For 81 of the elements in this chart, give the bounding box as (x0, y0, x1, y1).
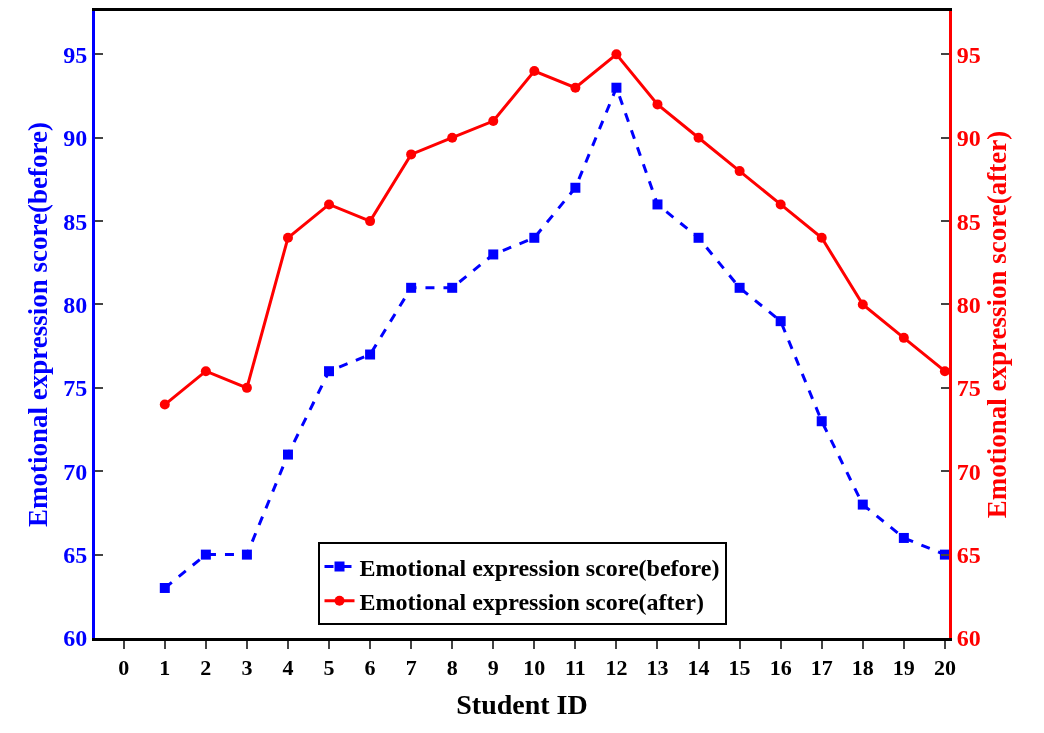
point (693, 232, 704, 243)
point (611, 82, 622, 93)
point (488, 116, 499, 127)
y2-tick-label: 65 (956, 542, 981, 569)
y-tick-label: 95 (63, 41, 88, 68)
y-tick-label: 75 (63, 375, 88, 402)
y-tick-label: 60 (63, 625, 88, 652)
point (447, 132, 458, 143)
x-tick-label: 1 (159, 655, 171, 681)
point (652, 99, 663, 110)
point (898, 332, 909, 343)
point (570, 82, 581, 93)
x-tick-label: 11 (564, 655, 586, 681)
point (200, 549, 211, 560)
point (857, 499, 868, 510)
x-tick-label: 19 (892, 655, 915, 681)
x-tick-label: 10 (523, 655, 546, 681)
x-axis-title: Student ID (456, 688, 588, 720)
y2-axis-title: Emotional expression score(after) (982, 130, 1013, 519)
point (857, 299, 868, 310)
point (447, 282, 458, 293)
x-tick-label: 2 (200, 655, 212, 681)
point (570, 182, 581, 193)
point (282, 449, 293, 460)
x-tick-label: 8 (446, 655, 458, 681)
x-tick-label: 15 (728, 655, 751, 681)
x-tick-label: 5 (323, 655, 335, 681)
point (693, 132, 704, 143)
point (282, 232, 293, 243)
y2-tick-label: 75 (956, 375, 981, 402)
point (529, 66, 540, 77)
x-tick-label: 9 (487, 655, 499, 681)
point (406, 282, 417, 293)
point (324, 366, 335, 377)
point (652, 199, 663, 210)
y2-tick-label: 60 (956, 625, 981, 652)
point (159, 582, 170, 593)
point (816, 232, 827, 243)
x-tick-label: 20 (933, 655, 956, 681)
point (775, 199, 786, 210)
point (200, 366, 211, 377)
y-tick-label: 80 (63, 291, 88, 318)
x-tick-label: 16 (769, 655, 792, 681)
point (159, 399, 170, 410)
y-axis-title: Emotional expression score(before) (23, 122, 54, 527)
y2-tick-label: 95 (956, 41, 981, 68)
x-tick-label: 6 (364, 655, 376, 681)
x-tick-label: 13 (646, 655, 669, 681)
point (734, 282, 745, 293)
y2-tick-label: 80 (956, 291, 981, 318)
y2-tick-label: 90 (956, 125, 981, 152)
legend-label: Emotional expression score(after) (359, 589, 704, 616)
x-tick-label: 3 (241, 655, 253, 681)
point (816, 416, 827, 427)
x-tick-label: 18 (851, 655, 874, 681)
point (529, 232, 540, 243)
y-tick-label: 65 (63, 542, 88, 569)
y2-tick-label: 85 (956, 208, 981, 235)
legend-label: Emotional expression score(before) (359, 554, 720, 581)
point (324, 199, 335, 210)
point (488, 249, 499, 260)
point (406, 149, 417, 160)
point (898, 532, 909, 543)
x-tick-label: 0 (118, 655, 130, 681)
point (611, 49, 622, 60)
y2-tick-label: 70 (956, 458, 981, 485)
point (775, 316, 786, 327)
x-tick-label: 7 (405, 655, 417, 681)
point (241, 549, 252, 560)
point (365, 349, 376, 360)
point (939, 366, 949, 377)
y-tick-label: 70 (63, 458, 88, 485)
point (734, 166, 745, 177)
x-tick-label: 12 (605, 655, 628, 681)
x-tick-label: 17 (810, 655, 833, 681)
y-tick-label: 85 (63, 208, 88, 235)
y-tick-label: 90 (63, 125, 88, 152)
x-tick-label: 14 (687, 655, 710, 681)
x-tick-label: 4 (282, 655, 294, 681)
point (241, 382, 252, 393)
point (365, 216, 376, 227)
